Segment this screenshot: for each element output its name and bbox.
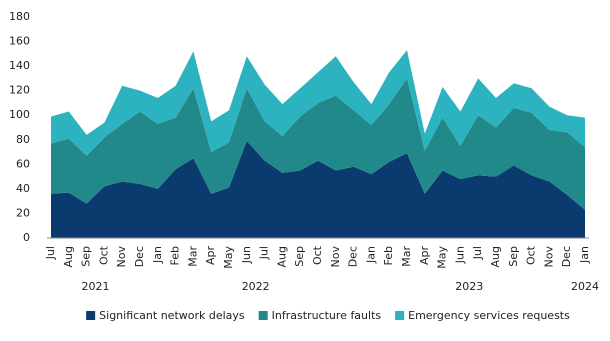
- x-tick-label: Sep: [507, 246, 520, 267]
- x-tick-label: Feb: [169, 246, 182, 265]
- x-tick-label: Nov: [542, 246, 555, 268]
- legend-label: Infrastructure faults: [272, 309, 382, 322]
- x-tick-label: Oct: [97, 245, 110, 265]
- x-tick-label: Sep: [293, 246, 306, 267]
- x-tick-label: Sep: [80, 246, 93, 267]
- x-tick-label: Jun: [453, 246, 466, 264]
- legend-label: Significant network delays: [99, 309, 245, 322]
- y-tick-label: 0: [23, 231, 30, 244]
- x-tick-label: May: [436, 246, 449, 269]
- x-tick-label: Feb: [382, 246, 395, 265]
- y-tick-label: 60: [16, 157, 30, 170]
- x-tick-label: Jan: [151, 246, 164, 264]
- x-tick-label: May: [222, 246, 235, 269]
- x-tick-label: Dec: [560, 246, 573, 267]
- year-label: 2022: [242, 280, 270, 293]
- legend-item: Infrastructure faults: [258, 309, 382, 322]
- legend-swatch: [86, 311, 96, 320]
- y-tick-label: 20: [16, 206, 30, 219]
- x-tick-label: Jul: [258, 246, 271, 260]
- x-tick-label: Mar: [400, 246, 413, 267]
- legend-item: Significant network delays: [86, 309, 245, 322]
- y-tick-label: 120: [9, 84, 30, 97]
- x-tick-label: Apr: [204, 246, 217, 266]
- x-tick-label: Dec: [347, 246, 360, 267]
- area: [51, 78, 585, 210]
- year-label: 2023: [455, 280, 483, 293]
- x-tick-label: Oct: [311, 245, 324, 265]
- legend-label: Emergency services requests: [408, 309, 570, 322]
- x-tick-label: Dec: [133, 246, 146, 267]
- x-tick-label: Aug: [275, 246, 288, 267]
- legend-swatch: [258, 311, 268, 320]
- x-tick-label: Nov: [329, 246, 342, 268]
- x-tick-label: Jan: [578, 246, 591, 264]
- x-tick-label: Jul: [471, 246, 484, 260]
- x-tick-label: Jan: [364, 246, 377, 264]
- x-tick-label: Aug: [489, 246, 502, 267]
- x-tick-label: Oct: [525, 245, 538, 265]
- year-label: 2021: [82, 280, 110, 293]
- x-tick-label: Aug: [62, 246, 75, 267]
- y-tick-label: 100: [9, 108, 30, 121]
- y-tick-label: 180: [9, 10, 30, 23]
- y-tick-label: 80: [16, 133, 30, 146]
- y-tick-label: 140: [9, 59, 30, 72]
- area: [51, 50, 585, 156]
- x-tick-label: Apr: [418, 246, 431, 266]
- x-tick-label: Mar: [186, 246, 199, 267]
- x-tick-label: Jun: [240, 246, 253, 264]
- x-tick-label: Nov: [115, 246, 128, 268]
- area: [51, 141, 585, 238]
- legend-swatch: [395, 311, 405, 320]
- legend-item: Emergency services requests: [395, 309, 570, 322]
- year-label: 2024: [571, 280, 599, 293]
- y-tick-label: 40: [16, 182, 30, 195]
- x-tick-label: Jul: [44, 246, 57, 260]
- y-tick-label: 160: [9, 35, 30, 48]
